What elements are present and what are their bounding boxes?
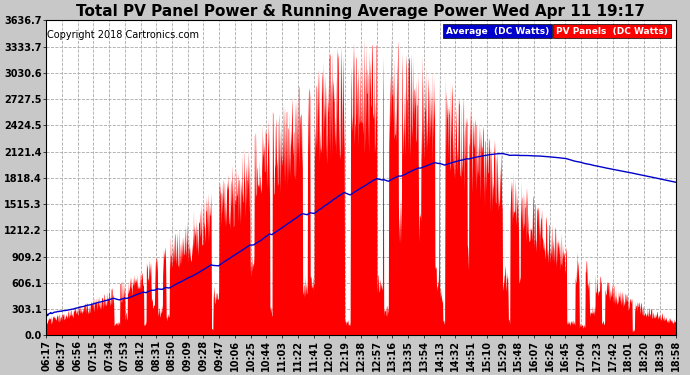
Title: Total PV Panel Power & Running Average Power Wed Apr 11 19:17: Total PV Panel Power & Running Average P… xyxy=(77,4,645,19)
Text: Average  (DC Watts): Average (DC Watts) xyxy=(446,27,549,36)
Text: Copyright 2018 Cartronics.com: Copyright 2018 Cartronics.com xyxy=(47,30,199,40)
Text: PV Panels  (DC Watts): PV Panels (DC Watts) xyxy=(556,27,668,36)
